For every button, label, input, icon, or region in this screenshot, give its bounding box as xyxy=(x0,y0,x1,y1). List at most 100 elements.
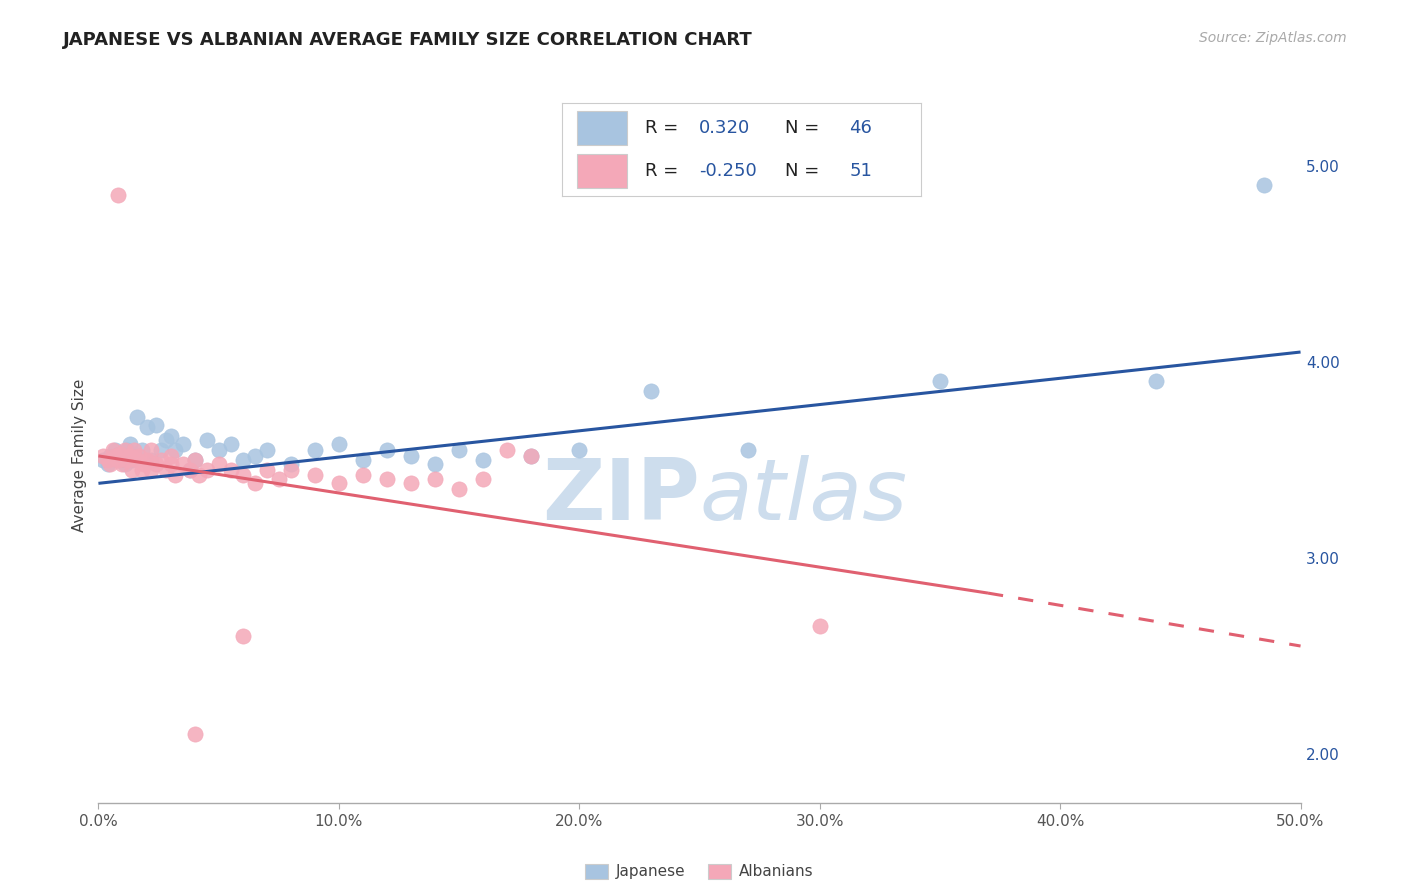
Point xyxy=(256,462,278,476)
Text: 51: 51 xyxy=(849,162,872,180)
Point xyxy=(172,437,194,451)
Point xyxy=(640,384,662,399)
Point xyxy=(208,457,231,471)
Point xyxy=(107,188,129,202)
Text: R =: R = xyxy=(645,119,683,136)
Point xyxy=(114,443,136,458)
Point xyxy=(97,452,120,467)
Point xyxy=(375,443,398,458)
Point xyxy=(159,429,181,443)
Point xyxy=(423,457,446,471)
Point xyxy=(155,462,177,476)
Point xyxy=(179,462,201,476)
Text: -0.250: -0.250 xyxy=(699,162,756,180)
Point xyxy=(183,452,205,467)
Point xyxy=(121,452,143,467)
Point xyxy=(172,457,194,471)
Point xyxy=(145,417,167,432)
Point xyxy=(159,457,181,471)
Point xyxy=(155,434,177,448)
Point xyxy=(97,457,120,471)
Point xyxy=(183,452,205,467)
Point xyxy=(208,443,231,458)
Point xyxy=(165,443,187,458)
Point xyxy=(124,443,146,458)
Point xyxy=(188,468,211,483)
Point xyxy=(232,452,254,467)
Text: ZIP: ZIP xyxy=(541,455,700,538)
Point xyxy=(447,443,470,458)
Point xyxy=(108,447,131,461)
Point xyxy=(375,472,398,486)
Point xyxy=(141,462,163,476)
Text: Source: ZipAtlas.com: Source: ZipAtlas.com xyxy=(1199,31,1347,45)
Point xyxy=(243,449,266,463)
Point xyxy=(131,443,153,458)
Point xyxy=(280,457,302,471)
Point xyxy=(117,452,139,467)
Text: atlas: atlas xyxy=(700,455,907,538)
Point xyxy=(104,449,127,463)
Point xyxy=(232,468,254,483)
Point xyxy=(149,452,172,467)
FancyBboxPatch shape xyxy=(576,154,627,188)
Point xyxy=(91,452,114,467)
Point xyxy=(118,437,141,451)
Point xyxy=(808,619,831,633)
Point xyxy=(104,443,127,458)
Point xyxy=(111,457,134,471)
Point xyxy=(232,629,254,643)
Point xyxy=(128,449,150,463)
Point xyxy=(124,449,146,463)
Point xyxy=(1253,178,1275,193)
Point xyxy=(101,443,124,458)
Point xyxy=(243,476,266,491)
Point xyxy=(328,476,350,491)
Point xyxy=(125,452,148,467)
Point xyxy=(132,457,155,471)
Point xyxy=(472,452,495,467)
Point xyxy=(219,437,242,451)
Point xyxy=(159,449,181,463)
Point xyxy=(328,437,350,451)
Point xyxy=(520,449,543,463)
Point xyxy=(179,462,201,476)
Point xyxy=(195,462,218,476)
Point xyxy=(472,472,495,486)
Point xyxy=(183,727,205,741)
Point xyxy=(111,452,134,467)
Point xyxy=(117,443,139,458)
Text: JAPANESE VS ALBANIAN AVERAGE FAMILY SIZE CORRELATION CHART: JAPANESE VS ALBANIAN AVERAGE FAMILY SIZE… xyxy=(63,31,754,49)
Point xyxy=(114,457,136,471)
Point xyxy=(125,409,148,424)
Point xyxy=(352,468,374,483)
Point xyxy=(195,434,218,448)
Point xyxy=(118,449,141,463)
Point xyxy=(737,443,759,458)
Text: 46: 46 xyxy=(849,119,872,136)
Point xyxy=(165,468,187,483)
Point xyxy=(108,447,131,461)
Text: N =: N = xyxy=(785,119,825,136)
Y-axis label: Average Family Size: Average Family Size xyxy=(72,378,87,532)
Point xyxy=(100,449,122,463)
Point xyxy=(1144,375,1167,389)
Point xyxy=(520,449,543,463)
Point xyxy=(149,443,172,458)
Point xyxy=(145,457,167,471)
Legend: Japanese, Albanians: Japanese, Albanians xyxy=(579,857,820,886)
Point xyxy=(107,452,129,467)
Point xyxy=(141,452,163,467)
Point xyxy=(399,476,422,491)
Point xyxy=(107,452,129,467)
Point xyxy=(219,462,242,476)
Text: 0.320: 0.320 xyxy=(699,119,749,136)
Point xyxy=(928,375,950,389)
Point xyxy=(447,482,470,496)
Point xyxy=(131,462,153,476)
Point xyxy=(568,443,591,458)
Point xyxy=(280,462,302,476)
Text: R =: R = xyxy=(645,162,683,180)
Point xyxy=(304,468,326,483)
Point xyxy=(496,443,519,458)
